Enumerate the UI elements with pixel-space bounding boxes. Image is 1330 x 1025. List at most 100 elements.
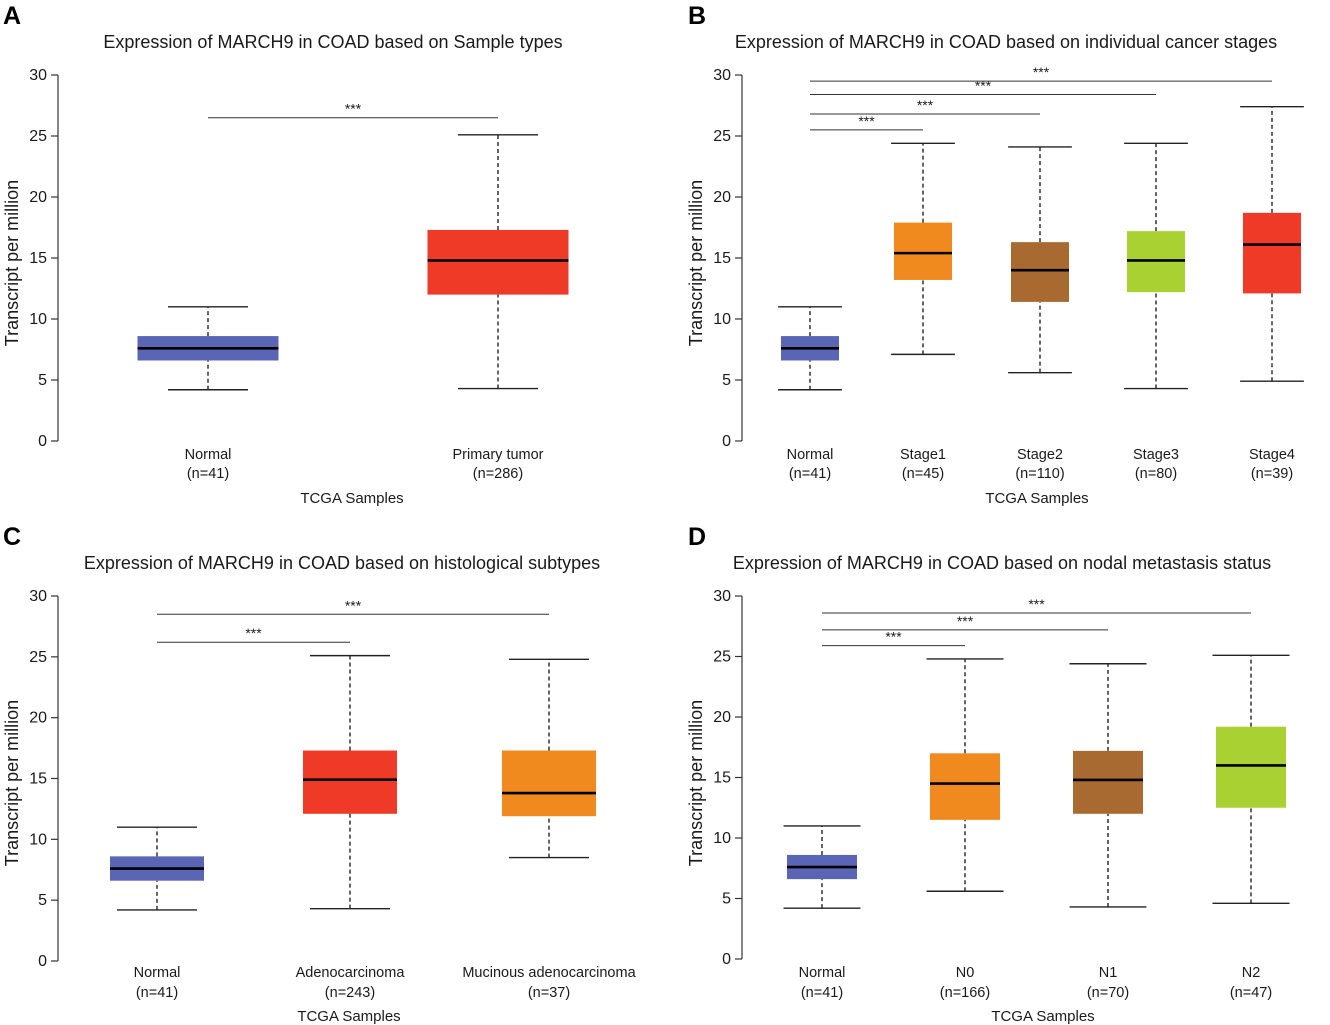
category-label: Stage2 xyxy=(1017,447,1063,463)
category-label: N1 xyxy=(1099,965,1118,981)
y-tick-label: 5 xyxy=(722,891,731,908)
category-label: N2 xyxy=(1242,965,1261,981)
category-count: (n=39) xyxy=(1251,466,1293,482)
panel-letter: A xyxy=(3,2,21,30)
panel-d: D Expression of MARCH9 in COAD based on n… xyxy=(686,523,1290,1025)
significance-label: *** xyxy=(1033,64,1050,80)
category-label: Normal xyxy=(787,447,834,463)
significance-label: *** xyxy=(245,625,262,641)
category-label: Normal xyxy=(185,447,232,463)
significance-label: *** xyxy=(1028,596,1045,612)
y-tick-label: 0 xyxy=(38,953,47,970)
iqr-box xyxy=(1216,726,1286,808)
iqr-box xyxy=(303,750,397,814)
category-label: Stage3 xyxy=(1133,447,1179,463)
y-axis-title: Transcript per million xyxy=(2,700,22,866)
box-mucinous-adenocarcinoma: Mucinous adenocarcinoma (n=37) xyxy=(462,658,637,1001)
category-count: (n=41) xyxy=(136,985,178,1001)
chart-title: Expression of MARCH9 in COAD based on Sa… xyxy=(103,32,562,52)
x-axis-title: TCGA Samples xyxy=(985,490,1088,507)
significance-label: *** xyxy=(975,78,992,94)
box-n1: N1 (n=70) xyxy=(1069,663,1147,1001)
significance-label: *** xyxy=(885,629,902,645)
iqr-box xyxy=(930,753,1000,820)
y-tick-label: 5 xyxy=(38,372,47,389)
category-count: (n=110) xyxy=(1015,466,1064,482)
iqr-box xyxy=(1073,750,1143,814)
y-tick-label: 0 xyxy=(722,433,731,450)
y-tick-label: 30 xyxy=(713,67,731,84)
y-tick-label: 5 xyxy=(38,892,47,909)
category-label: Normal xyxy=(799,965,846,981)
iqr-box xyxy=(894,222,952,280)
y-tick-label: 25 xyxy=(29,649,47,666)
iqr-box xyxy=(1011,242,1069,302)
box-stage2: Stage2 (n=110) xyxy=(1008,146,1072,482)
category-label: Normal xyxy=(134,965,181,981)
box-normal: Normal (n=41) xyxy=(137,306,279,482)
box-normal: Normal (n=41) xyxy=(778,306,842,482)
y-tick-label: 15 xyxy=(29,771,47,788)
box-stage1: Stage1 (n=45) xyxy=(891,142,955,482)
y-tick-label: 30 xyxy=(713,588,731,605)
category-label: Mucinous adenocarcinoma xyxy=(462,965,636,981)
category-count: (n=80) xyxy=(1135,466,1177,482)
significance-label: *** xyxy=(345,101,362,117)
box-primary-tumor: Primary tumor (n=286) xyxy=(427,134,569,482)
iqr-box xyxy=(502,750,596,817)
significance-label: *** xyxy=(858,113,875,129)
category-count: (n=47) xyxy=(1230,985,1272,1001)
y-tick-label: 30 xyxy=(29,588,47,605)
box-stage3: Stage3 (n=80) xyxy=(1124,142,1188,482)
y-tick-label: 0 xyxy=(722,951,731,968)
box-stage4: Stage4 (n=39) xyxy=(1240,106,1304,482)
y-tick-label: 20 xyxy=(29,710,47,727)
iqr-box xyxy=(427,229,569,295)
category-count: (n=243) xyxy=(325,985,375,1001)
category-count: (n=41) xyxy=(187,466,229,482)
y-axis-title: Transcript per million xyxy=(686,700,706,866)
category-count: (n=41) xyxy=(801,985,843,1001)
y-tick-label: 25 xyxy=(29,128,47,145)
y-tick-label: 10 xyxy=(713,830,731,847)
y-tick-label: 5 xyxy=(722,372,731,389)
y-tick-label: 0 xyxy=(38,433,47,450)
y-tick-label: 15 xyxy=(713,770,731,787)
y-tick-label: 25 xyxy=(713,649,731,666)
x-axis-title: TCGA Samples xyxy=(300,490,403,507)
y-tick-label: 15 xyxy=(713,250,731,267)
y-tick-label: 20 xyxy=(29,189,47,206)
y-axis-title: Transcript per million xyxy=(686,180,706,346)
y-tick-label: 25 xyxy=(713,128,731,145)
category-label: Adenocarcinoma xyxy=(296,965,406,981)
category-count: (n=166) xyxy=(940,985,990,1001)
category-count: (n=70) xyxy=(1087,985,1129,1001)
panel-a: A Expression of MARCH9 in COAD based on S… xyxy=(2,2,569,507)
category-label: Stage4 xyxy=(1249,447,1295,463)
chart-title: Expression of MARCH9 in COAD based on no… xyxy=(733,553,1271,573)
box-normal: Normal (n=41) xyxy=(783,825,861,1001)
y-tick-label: 10 xyxy=(29,311,47,328)
y-tick-label: 20 xyxy=(713,709,731,726)
x-axis-title: TCGA Samples xyxy=(991,1008,1094,1025)
category-label: Primary tumor xyxy=(452,447,543,463)
y-tick-label: 10 xyxy=(29,831,47,848)
category-count: (n=45) xyxy=(902,466,944,482)
category-label: Stage1 xyxy=(900,447,946,463)
x-axis-title: TCGA Samples xyxy=(297,1008,400,1025)
panel-letter: B xyxy=(688,2,706,30)
box-normal: Normal (n=41) xyxy=(110,826,204,1001)
category-count: (n=37) xyxy=(528,985,570,1001)
y-tick-label: 30 xyxy=(29,67,47,84)
y-tick-label: 20 xyxy=(713,189,731,206)
chart-title: Expression of MARCH9 in COAD based on in… xyxy=(735,32,1277,52)
panel-c: C Expression of MARCH9 in COAD based on h… xyxy=(2,523,637,1025)
chart-title: Expression of MARCH9 in COAD based on hi… xyxy=(84,553,600,573)
significance-label: *** xyxy=(917,97,934,113)
box-n0: N0 (n=166) xyxy=(926,658,1004,1001)
panel-b: B Expression of MARCH9 in COAD based on i… xyxy=(686,2,1304,507)
iqr-box xyxy=(1243,212,1301,294)
y-tick-label: 10 xyxy=(713,311,731,328)
y-tick-label: 15 xyxy=(29,250,47,267)
